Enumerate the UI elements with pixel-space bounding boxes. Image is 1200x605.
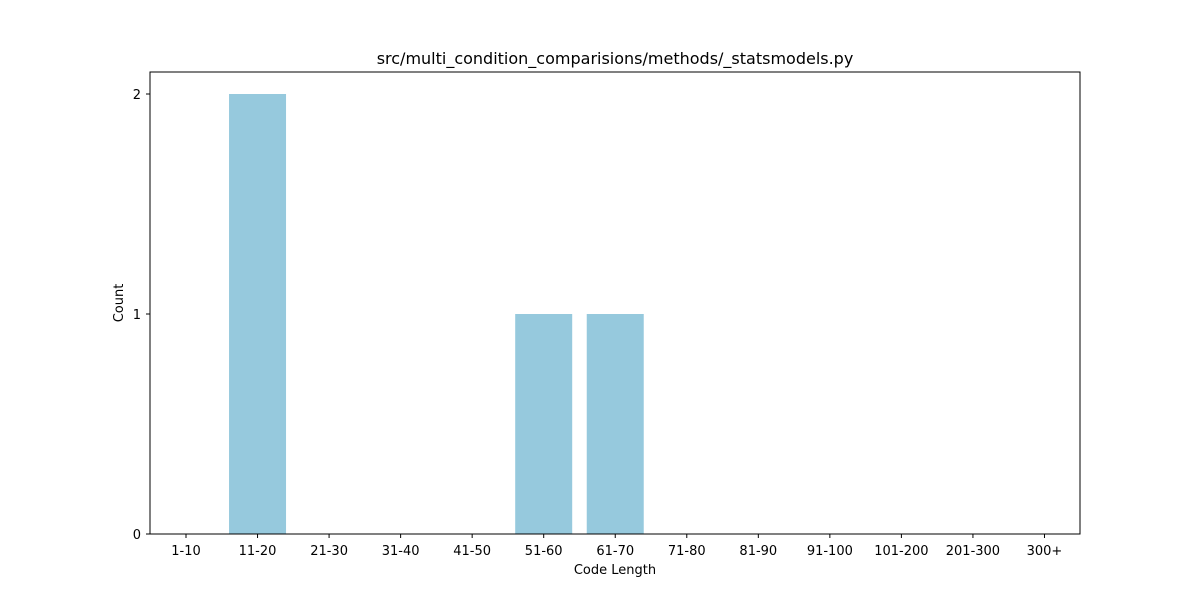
x-tick-label: 1-10 <box>171 544 201 559</box>
x-tick-label: 71-80 <box>668 544 706 559</box>
ticks-layer: 1-10 11-20 21-30 31-40 41-50 51-60 61-70 71-80 8… <box>133 88 1063 559</box>
x-axis-label: Code Length <box>574 563 656 578</box>
y-tick-label: 0 <box>133 528 141 543</box>
bar-61-70 <box>586 314 644 534</box>
y-tick-label: 2 <box>133 88 141 103</box>
y-tick-label: 1 <box>133 308 141 323</box>
x-tick-label: 21-30 <box>310 544 348 559</box>
x-tick-label: 61-70 <box>596 544 634 559</box>
x-tick-label: 101-200 <box>874 544 928 559</box>
plot-frame <box>149 71 1081 535</box>
x-tick-label: 41-50 <box>453 544 491 559</box>
x-tick-label: 91-100 <box>807 544 853 559</box>
bars-layer <box>229 94 644 534</box>
x-tick-label: 201-300 <box>946 544 1000 559</box>
x-tick-label: 51-60 <box>525 544 563 559</box>
y-axis-label: Count <box>112 284 127 323</box>
x-tick-label: 11-20 <box>239 544 277 559</box>
bar-51-60 <box>515 314 573 534</box>
chart-title: src/multi_condition_comparisions/methods… <box>377 49 854 69</box>
x-tick-label: 31-40 <box>382 544 420 559</box>
bar-11-20 <box>229 94 287 534</box>
x-tick-label: 300+ <box>1027 544 1063 559</box>
x-tick-label: 81-90 <box>739 544 777 559</box>
